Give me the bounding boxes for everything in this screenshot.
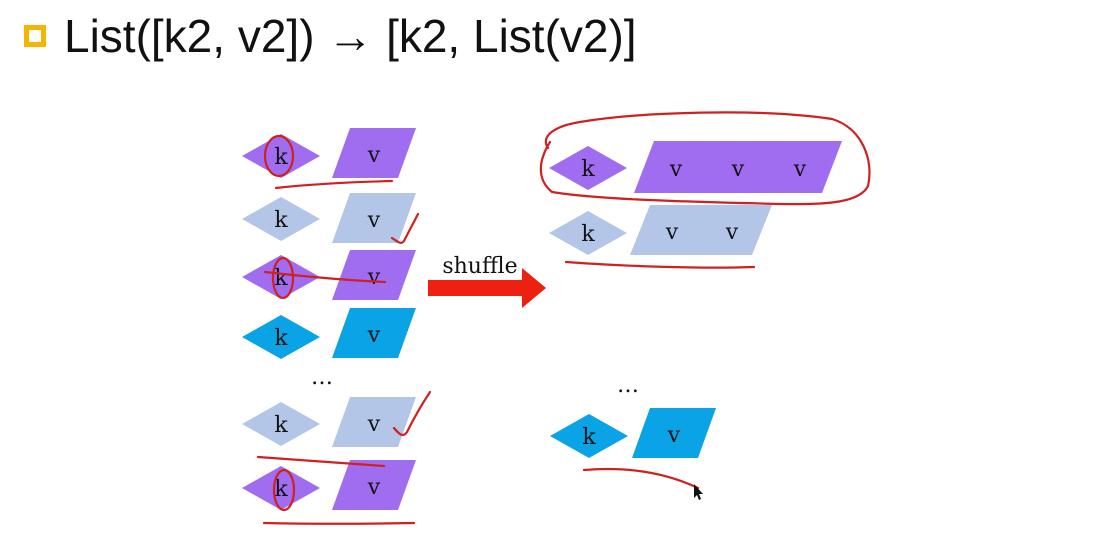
input-pair-5: k v bbox=[242, 397, 416, 447]
value-parallelogram bbox=[332, 397, 416, 447]
circle-annotation bbox=[263, 134, 295, 178]
key-diamond bbox=[242, 134, 320, 178]
value-label: v bbox=[665, 220, 679, 245]
value-label: v bbox=[793, 157, 807, 182]
value-label: v bbox=[725, 220, 739, 245]
value-label: v bbox=[667, 423, 681, 448]
value-label: v bbox=[367, 412, 381, 437]
slide-heading: List([k2, v2]) → [k2, List(v2)] bbox=[24, 4, 637, 68]
checkmark-annotation bbox=[392, 390, 432, 437]
value-label: v bbox=[367, 265, 381, 290]
key-label: k bbox=[274, 208, 288, 233]
circle-annotation bbox=[271, 256, 295, 300]
input-pair-6: k v bbox=[242, 460, 416, 510]
output-group-3: k v bbox=[550, 408, 716, 458]
value-parallelogram bbox=[332, 193, 416, 243]
underline-annotation bbox=[256, 455, 386, 468]
key-diamond bbox=[242, 315, 320, 359]
key-diamond bbox=[242, 197, 320, 241]
checkmark-annotation bbox=[390, 212, 420, 244]
shuffle-label: shuffle bbox=[442, 254, 517, 279]
output-group-2: k v v bbox=[549, 205, 772, 255]
value-parallelogram bbox=[630, 205, 772, 255]
underline-annotation bbox=[262, 521, 416, 525]
key-label: k bbox=[274, 477, 288, 502]
heading-text: List([k2, v2]) → [k2, List(v2)] bbox=[64, 10, 637, 62]
mouse-cursor-icon bbox=[694, 484, 703, 500]
key-diamond bbox=[242, 255, 320, 299]
underline-annotation bbox=[274, 179, 394, 190]
value-label: v bbox=[367, 475, 381, 500]
value-parallelogram bbox=[332, 308, 416, 358]
key-label: k bbox=[274, 266, 288, 291]
input-pair-2: k v bbox=[242, 193, 416, 243]
output-group-1: k v v v bbox=[549, 141, 842, 193]
value-parallelogram bbox=[332, 128, 416, 178]
value-label: v bbox=[731, 157, 745, 182]
value-label: v bbox=[669, 157, 683, 182]
square-bullet-icon bbox=[24, 25, 46, 47]
value-label: v bbox=[367, 323, 381, 348]
input-ellipsis: … bbox=[311, 365, 333, 390]
key-diamond bbox=[242, 402, 320, 446]
strike-annotation bbox=[263, 270, 387, 284]
handwritten-annotations bbox=[256, 111, 871, 525]
shuffle-arrow: shuffle bbox=[428, 254, 546, 308]
arrow-right-icon bbox=[428, 268, 546, 308]
key-label: k bbox=[582, 425, 596, 450]
key-label: k bbox=[274, 145, 288, 170]
underline-annotation bbox=[564, 260, 756, 269]
key-diamond bbox=[549, 146, 627, 190]
value-label: v bbox=[367, 143, 381, 168]
key-label: k bbox=[274, 326, 288, 351]
value-parallelogram bbox=[332, 460, 416, 510]
underline-annotation bbox=[582, 467, 700, 490]
key-diamond bbox=[549, 211, 627, 255]
key-label: k bbox=[274, 413, 288, 438]
output-ellipsis: … bbox=[617, 373, 639, 398]
value-parallelogram bbox=[632, 408, 716, 458]
key-label: k bbox=[581, 157, 595, 182]
input-pair-4: k v bbox=[242, 308, 416, 359]
key-diamond bbox=[242, 466, 320, 510]
key-diamond bbox=[550, 414, 628, 458]
input-pair-3: k v bbox=[242, 250, 416, 300]
value-parallelogram bbox=[634, 141, 842, 193]
input-pair-1: k v bbox=[242, 128, 416, 178]
circle-annotation bbox=[272, 468, 296, 512]
value-parallelogram bbox=[332, 250, 416, 300]
key-label: k bbox=[581, 222, 595, 247]
group-circle-annotation bbox=[539, 111, 871, 206]
value-label: v bbox=[367, 208, 381, 233]
